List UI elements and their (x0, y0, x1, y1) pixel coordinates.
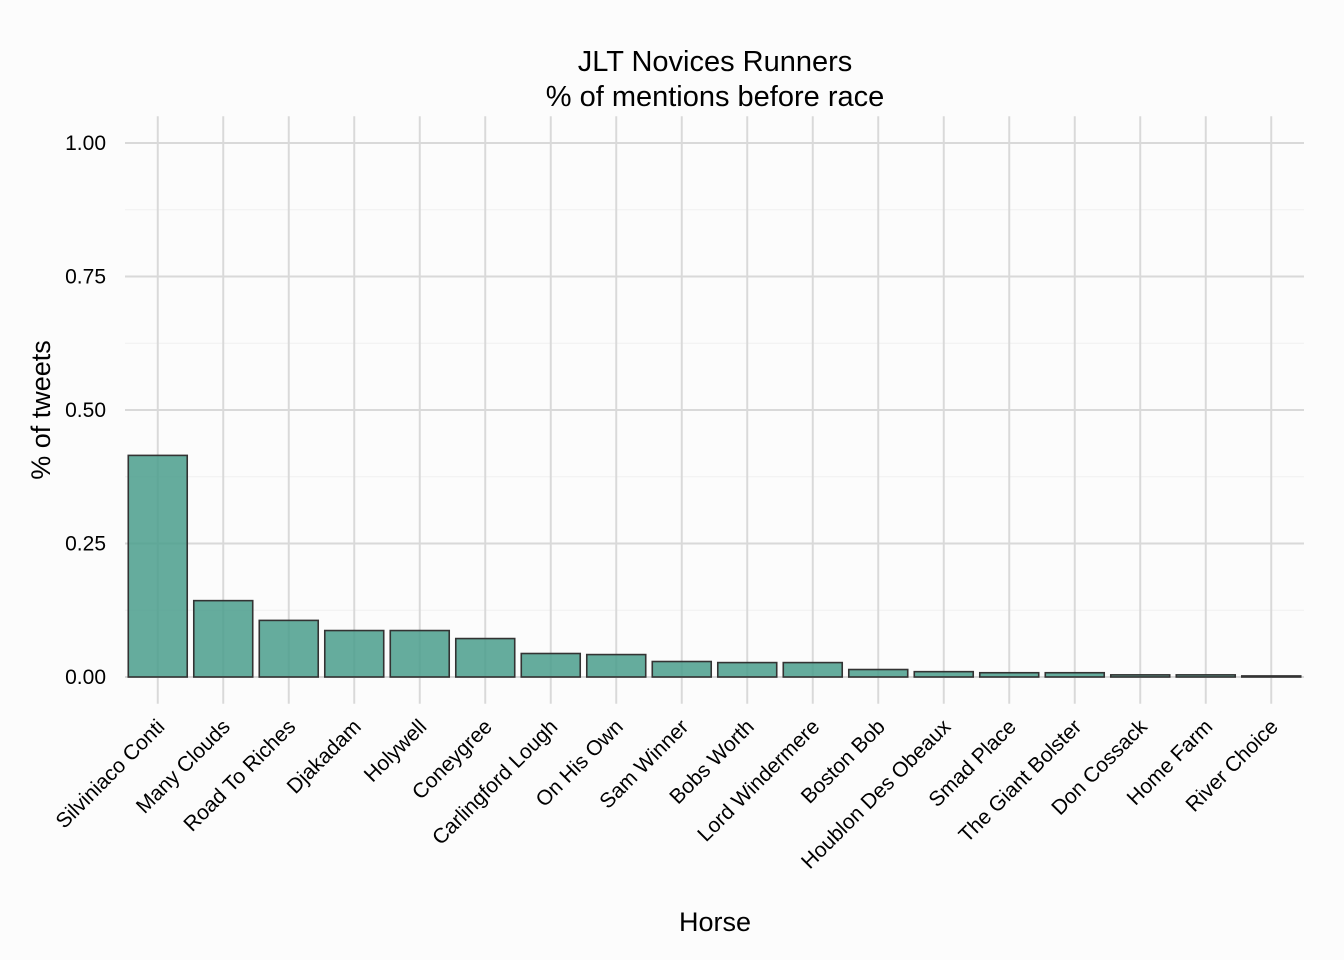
bar (389, 629, 451, 678)
bar (1044, 671, 1106, 678)
bar (1175, 674, 1237, 678)
x-axis-title: Horse (679, 907, 751, 937)
y-tick-label: 1.00 (65, 132, 106, 155)
bar (192, 599, 254, 678)
chart-title: JLT Novices Runners (578, 46, 853, 78)
x-tick-label: The Giant Bolster (954, 715, 1086, 847)
y-axis-title: % of tweets (26, 340, 56, 480)
x-tick-label: Silviniaco Conti (51, 715, 169, 833)
bar (913, 670, 975, 678)
chart-subtitle: % of mentions before race (546, 81, 885, 113)
bar (323, 629, 385, 678)
x-tick-label: Road To Riches (179, 715, 300, 836)
grid (125, 116, 1304, 704)
bar (127, 454, 189, 678)
bar (847, 668, 909, 678)
bar (716, 661, 778, 678)
y-tick-label: 0.00 (65, 666, 106, 689)
x-tick-label: Lord Windermere (693, 715, 824, 846)
bar (585, 653, 647, 678)
bars (127, 454, 1302, 678)
y-axis-ticks: 0.00 0.25 0.50 0.75 1.00 (65, 132, 106, 689)
y-tick-label: 0.25 (65, 533, 106, 556)
y-tick-label: 0.75 (65, 266, 106, 289)
bar (454, 637, 516, 678)
bar (1240, 675, 1302, 678)
bar (1109, 674, 1171, 678)
y-tick-label: 0.50 (65, 399, 106, 422)
bar (258, 619, 320, 678)
x-tick-label: Carlingford Lough (428, 715, 562, 849)
bar (651, 660, 713, 678)
bar (978, 671, 1040, 678)
bar (520, 652, 582, 678)
bar (782, 661, 844, 678)
